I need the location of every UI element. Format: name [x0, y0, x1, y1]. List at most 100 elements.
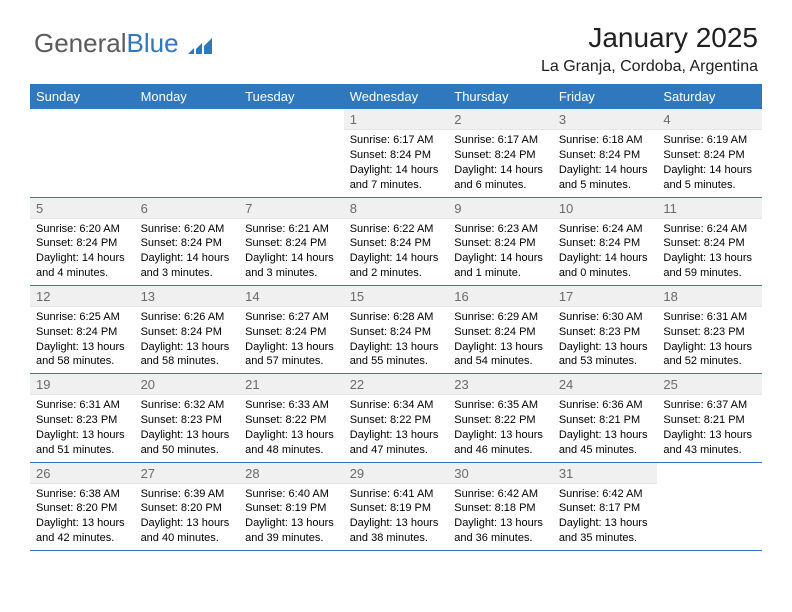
day-number: 16 — [448, 286, 553, 307]
day-details: Sunrise: 6:24 AMSunset: 8:24 PMDaylight:… — [657, 219, 762, 285]
weekday-header-row: SundayMondayTuesdayWednesdayThursdayFrid… — [30, 84, 762, 109]
day-details: Sunrise: 6:18 AMSunset: 8:24 PMDaylight:… — [553, 130, 658, 196]
day-number: 8 — [344, 198, 449, 219]
day-number: 6 — [135, 198, 240, 219]
day-details: Sunrise: 6:20 AMSunset: 8:24 PMDaylight:… — [135, 219, 240, 285]
calendar-day-cell — [239, 109, 344, 197]
day-details: Sunrise: 6:21 AMSunset: 8:24 PMDaylight:… — [239, 219, 344, 285]
calendar-day-cell: 1Sunrise: 6:17 AMSunset: 8:24 PMDaylight… — [344, 109, 449, 197]
day-number: 10 — [553, 198, 658, 219]
day-details: Sunrise: 6:38 AMSunset: 8:20 PMDaylight:… — [30, 484, 135, 550]
day-details: Sunrise: 6:37 AMSunset: 8:21 PMDaylight:… — [657, 395, 762, 461]
calendar-day-cell: 11Sunrise: 6:24 AMSunset: 8:24 PMDayligh… — [657, 197, 762, 285]
day-number: 25 — [657, 374, 762, 395]
day-details: Sunrise: 6:24 AMSunset: 8:24 PMDaylight:… — [553, 219, 658, 285]
calendar-day-cell: 9Sunrise: 6:23 AMSunset: 8:24 PMDaylight… — [448, 197, 553, 285]
day-details: Sunrise: 6:29 AMSunset: 8:24 PMDaylight:… — [448, 307, 553, 373]
page-subtitle: La Granja, Cordoba, Argentina — [541, 58, 758, 76]
day-details: Sunrise: 6:40 AMSunset: 8:19 PMDaylight:… — [239, 484, 344, 550]
day-number: 28 — [239, 463, 344, 484]
day-details: Sunrise: 6:35 AMSunset: 8:22 PMDaylight:… — [448, 395, 553, 461]
calendar-day-cell: 16Sunrise: 6:29 AMSunset: 8:24 PMDayligh… — [448, 285, 553, 373]
calendar-day-cell: 26Sunrise: 6:38 AMSunset: 8:20 PMDayligh… — [30, 462, 135, 550]
brand-part1: General — [34, 28, 127, 58]
day-details: Sunrise: 6:36 AMSunset: 8:21 PMDaylight:… — [553, 395, 658, 461]
calendar-day-cell: 30Sunrise: 6:42 AMSunset: 8:18 PMDayligh… — [448, 462, 553, 550]
calendar-table: SundayMondayTuesdayWednesdayThursdayFrid… — [30, 84, 762, 551]
day-details: Sunrise: 6:26 AMSunset: 8:24 PMDaylight:… — [135, 307, 240, 373]
calendar-day-cell: 18Sunrise: 6:31 AMSunset: 8:23 PMDayligh… — [657, 285, 762, 373]
weekday-header: Friday — [553, 84, 658, 109]
day-number: 3 — [553, 109, 658, 130]
calendar-day-cell: 12Sunrise: 6:25 AMSunset: 8:24 PMDayligh… — [30, 285, 135, 373]
day-number: 4 — [657, 109, 762, 130]
day-details: Sunrise: 6:22 AMSunset: 8:24 PMDaylight:… — [344, 219, 449, 285]
day-details: Sunrise: 6:23 AMSunset: 8:24 PMDaylight:… — [448, 219, 553, 285]
day-number: 23 — [448, 374, 553, 395]
calendar-day-cell: 15Sunrise: 6:28 AMSunset: 8:24 PMDayligh… — [344, 285, 449, 373]
calendar-week-row: 5Sunrise: 6:20 AMSunset: 8:24 PMDaylight… — [30, 197, 762, 285]
calendar-day-cell: 25Sunrise: 6:37 AMSunset: 8:21 PMDayligh… — [657, 374, 762, 462]
calendar-day-cell: 29Sunrise: 6:41 AMSunset: 8:19 PMDayligh… — [344, 462, 449, 550]
calendar-day-cell: 28Sunrise: 6:40 AMSunset: 8:19 PMDayligh… — [239, 462, 344, 550]
day-details: Sunrise: 6:19 AMSunset: 8:24 PMDaylight:… — [657, 130, 762, 196]
calendar-day-cell: 19Sunrise: 6:31 AMSunset: 8:23 PMDayligh… — [30, 374, 135, 462]
calendar-day-cell: 10Sunrise: 6:24 AMSunset: 8:24 PMDayligh… — [553, 197, 658, 285]
calendar-day-cell: 4Sunrise: 6:19 AMSunset: 8:24 PMDaylight… — [657, 109, 762, 197]
calendar-day-cell: 22Sunrise: 6:34 AMSunset: 8:22 PMDayligh… — [344, 374, 449, 462]
day-number: 1 — [344, 109, 449, 130]
brand-logo: GeneralBlue — [34, 28, 214, 59]
day-number: 29 — [344, 463, 449, 484]
day-number: 11 — [657, 198, 762, 219]
day-number: 27 — [135, 463, 240, 484]
day-details: Sunrise: 6:27 AMSunset: 8:24 PMDaylight:… — [239, 307, 344, 373]
day-number: 30 — [448, 463, 553, 484]
calendar-day-cell: 31Sunrise: 6:42 AMSunset: 8:17 PMDayligh… — [553, 462, 658, 550]
weekday-header: Monday — [135, 84, 240, 109]
day-number: 19 — [30, 374, 135, 395]
day-number: 9 — [448, 198, 553, 219]
calendar-day-cell: 21Sunrise: 6:33 AMSunset: 8:22 PMDayligh… — [239, 374, 344, 462]
weekday-header: Tuesday — [239, 84, 344, 109]
day-number: 13 — [135, 286, 240, 307]
calendar-week-row: 19Sunrise: 6:31 AMSunset: 8:23 PMDayligh… — [30, 374, 762, 462]
day-details: Sunrise: 6:33 AMSunset: 8:22 PMDaylight:… — [239, 395, 344, 461]
weekday-header: Wednesday — [344, 84, 449, 109]
day-number: 14 — [239, 286, 344, 307]
calendar-day-cell: 14Sunrise: 6:27 AMSunset: 8:24 PMDayligh… — [239, 285, 344, 373]
calendar-day-cell — [135, 109, 240, 197]
calendar-day-cell: 13Sunrise: 6:26 AMSunset: 8:24 PMDayligh… — [135, 285, 240, 373]
day-number: 2 — [448, 109, 553, 130]
day-details: Sunrise: 6:34 AMSunset: 8:22 PMDaylight:… — [344, 395, 449, 461]
day-number: 26 — [30, 463, 135, 484]
day-number: 18 — [657, 286, 762, 307]
calendar-day-cell: 24Sunrise: 6:36 AMSunset: 8:21 PMDayligh… — [553, 374, 658, 462]
calendar-day-cell — [30, 109, 135, 197]
day-number: 20 — [135, 374, 240, 395]
day-number: 5 — [30, 198, 135, 219]
day-details: Sunrise: 6:17 AMSunset: 8:24 PMDaylight:… — [344, 130, 449, 196]
calendar-day-cell: 2Sunrise: 6:17 AMSunset: 8:24 PMDaylight… — [448, 109, 553, 197]
weekday-header: Sunday — [30, 84, 135, 109]
day-details: Sunrise: 6:42 AMSunset: 8:18 PMDaylight:… — [448, 484, 553, 550]
day-number: 24 — [553, 374, 658, 395]
brand-part2: Blue — [127, 28, 179, 58]
calendar-day-cell: 7Sunrise: 6:21 AMSunset: 8:24 PMDaylight… — [239, 197, 344, 285]
calendar-day-cell: 3Sunrise: 6:18 AMSunset: 8:24 PMDaylight… — [553, 109, 658, 197]
day-details: Sunrise: 6:39 AMSunset: 8:20 PMDaylight:… — [135, 484, 240, 550]
calendar-day-cell: 17Sunrise: 6:30 AMSunset: 8:23 PMDayligh… — [553, 285, 658, 373]
day-details: Sunrise: 6:25 AMSunset: 8:24 PMDaylight:… — [30, 307, 135, 373]
day-number: 15 — [344, 286, 449, 307]
calendar-day-cell: 27Sunrise: 6:39 AMSunset: 8:20 PMDayligh… — [135, 462, 240, 550]
day-details: Sunrise: 6:31 AMSunset: 8:23 PMDaylight:… — [30, 395, 135, 461]
calendar-week-row: 26Sunrise: 6:38 AMSunset: 8:20 PMDayligh… — [30, 462, 762, 550]
day-details: Sunrise: 6:31 AMSunset: 8:23 PMDaylight:… — [657, 307, 762, 373]
calendar-day-cell — [657, 462, 762, 550]
day-number: 21 — [239, 374, 344, 395]
calendar-week-row: 1Sunrise: 6:17 AMSunset: 8:24 PMDaylight… — [30, 109, 762, 197]
day-details: Sunrise: 6:41 AMSunset: 8:19 PMDaylight:… — [344, 484, 449, 550]
day-details: Sunrise: 6:20 AMSunset: 8:24 PMDaylight:… — [30, 219, 135, 285]
day-number: 7 — [239, 198, 344, 219]
day-number: 31 — [553, 463, 658, 484]
day-details: Sunrise: 6:17 AMSunset: 8:24 PMDaylight:… — [448, 130, 553, 196]
